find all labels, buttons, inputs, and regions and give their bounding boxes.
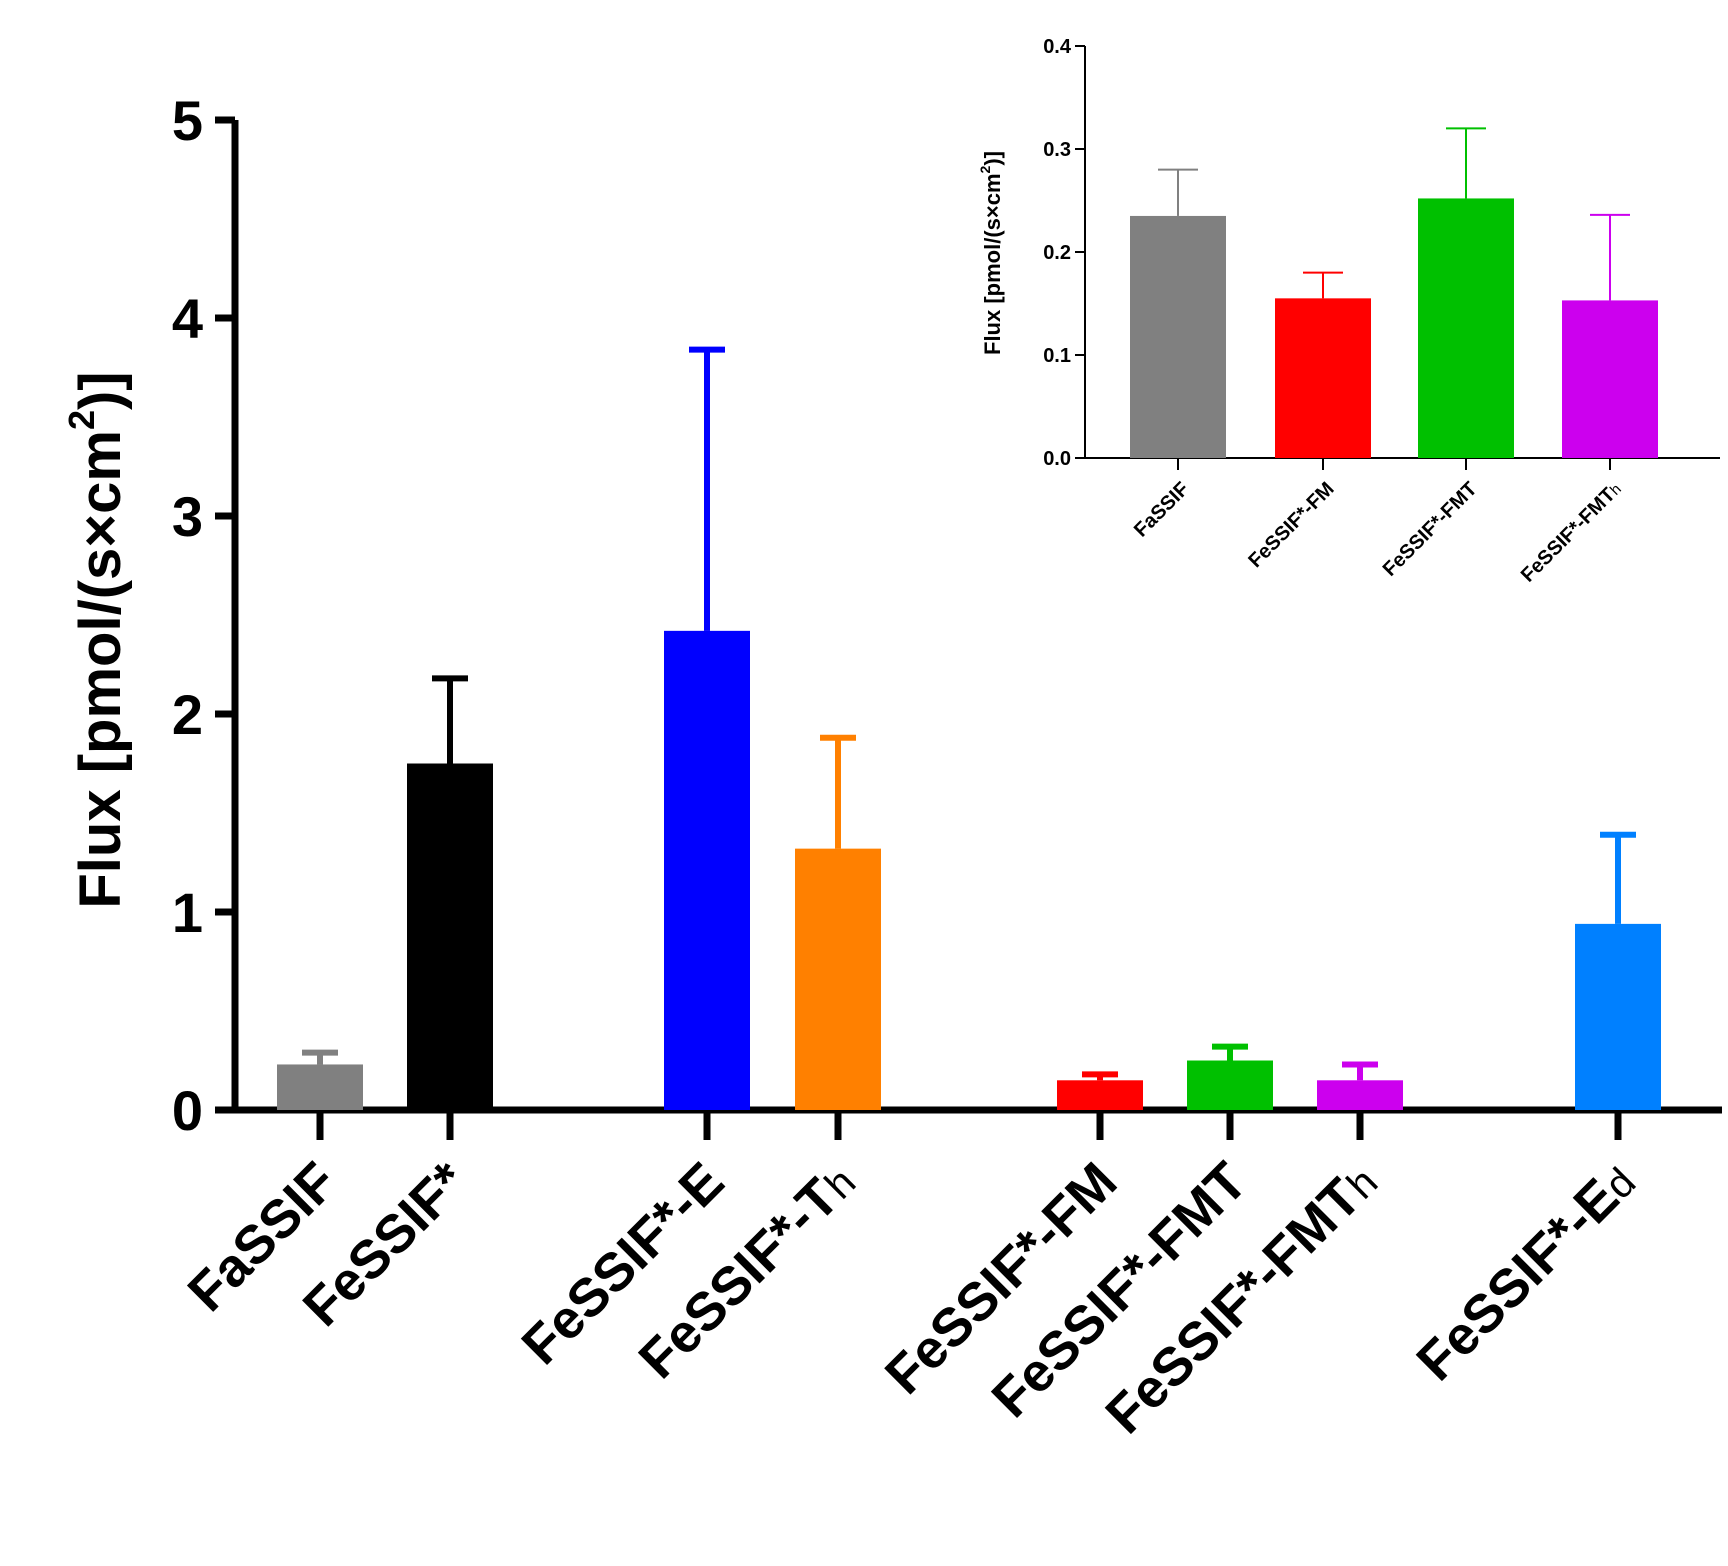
bar bbox=[1057, 1080, 1143, 1110]
x-tick-label-text: FaSSIF bbox=[1130, 478, 1193, 541]
bar bbox=[1418, 198, 1514, 458]
bar bbox=[277, 1064, 363, 1110]
y-tick-label: 0.3 bbox=[1043, 139, 1071, 161]
y-tick-label: 4 bbox=[172, 287, 203, 350]
x-tick-label: FeSSIF*-FM bbox=[1244, 478, 1338, 572]
y-tick-label: 0.1 bbox=[1043, 345, 1071, 367]
y-tick-label: 5 bbox=[172, 89, 203, 152]
y-tick-label: 0.0 bbox=[1043, 448, 1071, 470]
bar bbox=[407, 763, 493, 1110]
x-tick-label: FeSSIF*-FMT bbox=[1379, 478, 1482, 581]
y-tick-label: 0.2 bbox=[1043, 242, 1071, 264]
y-tick-label: 2 bbox=[172, 683, 203, 746]
y-tick-label: 0 bbox=[172, 1079, 203, 1142]
x-tick-label-text: FeSSIF*-FMT bbox=[1517, 484, 1620, 587]
bar bbox=[795, 848, 881, 1110]
bar bbox=[1275, 298, 1371, 458]
bar bbox=[1187, 1060, 1273, 1110]
x-tick-label-text: FeSSIF*-FM bbox=[1244, 478, 1338, 572]
bar bbox=[1575, 923, 1661, 1110]
bar bbox=[1317, 1080, 1403, 1110]
bar bbox=[664, 630, 750, 1110]
x-tick-label: FeSSIF*-FMTh bbox=[1517, 478, 1626, 587]
y-tick-label: 3 bbox=[172, 485, 203, 548]
y-tick-label: 1 bbox=[172, 881, 203, 944]
main-y-axis-label: Flux [pmol/(s×cm2)] bbox=[61, 371, 133, 908]
x-tick-label: FeSSIF*-Ed bbox=[1405, 1151, 1646, 1392]
inset-chart: Flux [pmol/(s×cm2)] 0.0 0.1 0.2 0.3 0.4 FaSSI… bbox=[977, 36, 1720, 587]
x-tick-label: FaSSIF bbox=[1130, 478, 1193, 541]
x-tick-label-text: FeSSIF*-E bbox=[1405, 1167, 1630, 1392]
bar bbox=[1130, 215, 1226, 458]
y-tick-label: 0.4 bbox=[1043, 36, 1072, 58]
inset-y-axis-label: Flux [pmol/(s×cm2)] bbox=[977, 151, 1005, 355]
x-tick-label-text: FeSSIF*-FMT bbox=[1379, 478, 1482, 581]
bar bbox=[1562, 300, 1658, 458]
